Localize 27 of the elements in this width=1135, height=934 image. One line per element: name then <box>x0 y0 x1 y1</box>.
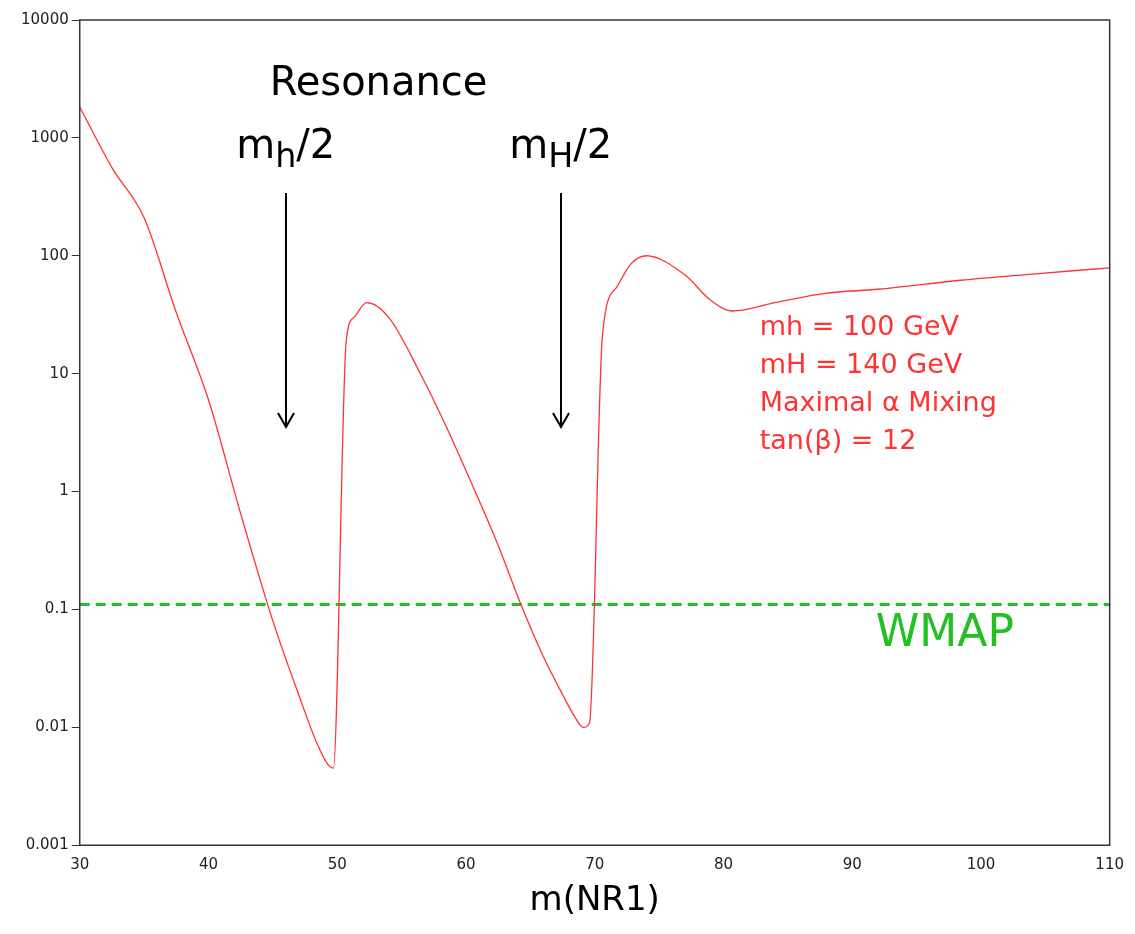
ref-line-label: WMAP <box>875 604 1014 656</box>
x-tick-label: 30 <box>70 855 90 874</box>
annotation: Maximal α Mixing <box>759 386 997 417</box>
y-tick-label: 0.1 <box>44 599 69 618</box>
y-tick-label: 10 <box>49 363 69 382</box>
y-tick-label: 0.001 <box>25 835 69 854</box>
x-tick-label: 60 <box>456 855 476 874</box>
y-tick-label: 1000 <box>30 127 69 146</box>
annotation: tan(β) = 12 <box>759 424 917 455</box>
x-tick-label: 40 <box>198 855 219 874</box>
annotation: mh = 100 GeV <box>759 310 960 341</box>
annotation: m$_{H}$/2 <box>508 121 614 175</box>
y-tick-label: 1 <box>59 481 69 500</box>
line-series <box>79 106 1110 769</box>
annotation: m$_{h}$/2 <box>235 121 337 175</box>
x-tick-label: 90 <box>842 855 862 874</box>
x-tick-label: 80 <box>713 855 733 874</box>
x-tick-label: 100 <box>966 855 996 874</box>
x-tick-label: 50 <box>327 855 347 874</box>
y-tick-label: 0.01 <box>35 717 69 736</box>
x-tick-label: 70 <box>585 855 605 874</box>
y-tick-label: 100 <box>40 245 69 264</box>
x-tick-label: 110 <box>1095 855 1125 874</box>
annotation: mH = 140 GeV <box>759 348 963 379</box>
y-tick-label: 10000 <box>21 9 69 28</box>
x-axis-title: m(NR1) <box>529 878 660 919</box>
annotation: Resonance <box>269 58 488 104</box>
